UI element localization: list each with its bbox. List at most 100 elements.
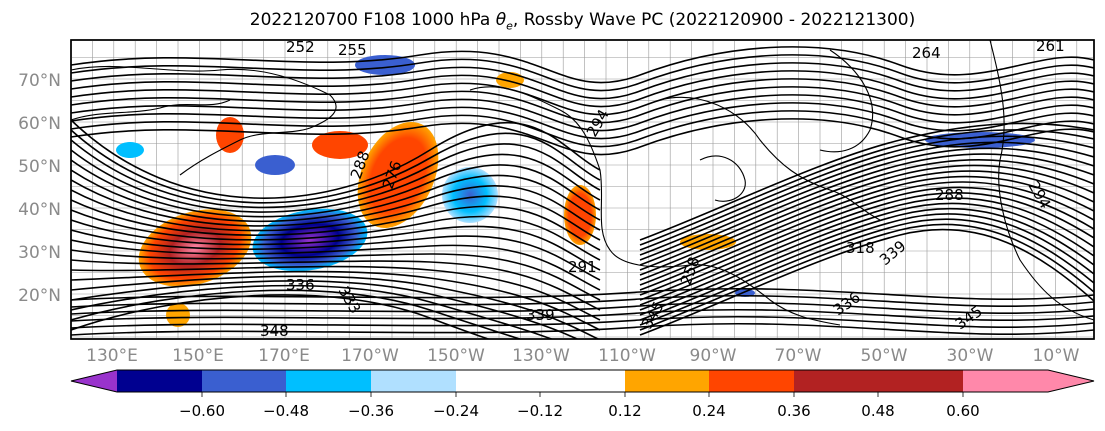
coast-canada: [659, 96, 881, 221]
contour-label: 261: [1036, 37, 1065, 55]
contour-line: [71, 169, 601, 223]
contour-line: [639, 186, 1094, 296]
positive-anomaly-kamchatka: [216, 117, 244, 153]
contour-line: [71, 280, 580, 339]
colorbar-outline: [70, 369, 1095, 393]
negative-anomaly-small: [255, 155, 295, 175]
latitude-labels: 70°N 60°N 50°N 40°N 30°N 20°N: [18, 71, 61, 306]
contour-label: 339: [526, 306, 555, 324]
positive-anomaly-tropics: [166, 303, 190, 327]
contour-line: [71, 54, 1094, 92]
contour-line: [639, 129, 1094, 246]
contour-line: [639, 207, 1094, 316]
lon-label: 150°E: [172, 346, 224, 366]
title-prefix: 2022120700 F108 1000 hPa: [249, 10, 496, 30]
lon-label: 10°W: [1033, 346, 1080, 366]
coast-north-america: [469, 86, 841, 326]
contour-line: [71, 322, 1094, 336]
coast-asia: [71, 65, 337, 176]
colorbar-segment: [456, 370, 540, 392]
lat-label-30n: 30°N: [18, 243, 61, 263]
colorbar-segment: [878, 370, 963, 392]
colorbar-segment: [286, 370, 371, 392]
contour-line: [639, 170, 1094, 281]
colorbar-tick: −0.12: [517, 402, 563, 420]
colorbar-tick: −0.60: [179, 402, 225, 420]
lon-label: 150°W: [427, 346, 485, 366]
contour-line: [71, 70, 1094, 108]
contour-line: [71, 294, 1094, 308]
colorbar-segment: [794, 370, 878, 392]
contour-line: [71, 270, 601, 331]
contour-line: [639, 218, 1094, 326]
map-title: 2022120700 F108 1000 hPa θe, Rossby Wave…: [0, 10, 1105, 32]
lat-label-60n: 60°N: [18, 114, 61, 134]
contour-line: [639, 122, 1094, 241]
contour-label: 252: [286, 38, 315, 56]
contour-line: [639, 141, 1094, 256]
map-frame-border: [70, 39, 1095, 340]
lon-label: 70°W: [775, 346, 822, 366]
contour-label: 255: [338, 41, 367, 59]
contour-line: [71, 315, 1094, 329]
lon-label: 130°W: [512, 346, 570, 366]
coast-europe-africa: [989, 40, 1094, 321]
contour-line: [71, 284, 554, 339]
contour-line: [71, 249, 601, 301]
colorbar-tick: 0.24: [692, 402, 725, 420]
contour-line: [71, 78, 1094, 116]
lon-label: 170°E: [258, 346, 310, 366]
contour-line: [71, 86, 1094, 124]
colorbar-segment: [625, 370, 709, 392]
contour-line: [71, 119, 601, 199]
contour-line: [71, 209, 601, 261]
contour-label: 336: [286, 276, 315, 294]
contour-label: 288: [935, 186, 964, 204]
contour-line: [639, 191, 1094, 301]
theta-e-contours: [71, 46, 1094, 339]
contour-line: [71, 229, 601, 281]
contour-line: [71, 46, 1094, 84]
colorbar-segment: [117, 370, 202, 392]
lat-label-20n: 20°N: [18, 286, 61, 306]
contour-line: [71, 287, 1094, 301]
contour-line: [71, 139, 601, 209]
positive-anomaly-small: [312, 131, 368, 159]
contour-line: [71, 289, 523, 339]
contour-line: [71, 110, 1094, 148]
longitude-labels: 130°E 150°E 170°E 170°W 150°W 130°W 110°…: [86, 346, 1080, 366]
colorbar-tick: 0.48: [861, 402, 894, 420]
colorbar-tick: 0.36: [777, 402, 810, 420]
contour-line: [71, 275, 600, 339]
contour-line: [71, 179, 601, 231]
lon-label: 90°W: [690, 346, 737, 366]
title-subscript: e: [506, 19, 513, 33]
colorbar: −0.60 −0.48 −0.36 −0.24 −0.12 0.12 0.24 …: [70, 369, 1095, 420]
contour-line: [71, 159, 601, 218]
contour-line: [71, 301, 1094, 315]
coast-great-lakes: [699, 155, 746, 202]
lon-label: 130°E: [86, 346, 138, 366]
contour-label: 264: [912, 44, 941, 62]
colorbar-tick: 0.12: [608, 402, 641, 420]
contour-line: [71, 94, 1094, 132]
colorbar-tick: −0.36: [348, 402, 394, 420]
colorbar-extend-max: [963, 370, 1094, 392]
contour-line: [639, 223, 1094, 331]
colorbar-segment: [540, 370, 625, 392]
contour-line: [71, 149, 601, 213]
contour-line: [639, 159, 1094, 271]
coastlines: [71, 40, 1094, 326]
positive-anomaly-us-west-coast: [564, 185, 596, 245]
positive-anomaly-arctic: [496, 72, 524, 88]
contour-line: [71, 265, 601, 321]
coast-siberia: [71, 99, 231, 121]
contour-line: [639, 181, 1094, 291]
contour-label: 318: [846, 239, 875, 257]
negative-anomaly-siberia: [116, 142, 144, 158]
contour-line: [71, 239, 601, 291]
colorbar-tick: −0.24: [433, 402, 479, 420]
contour-line: [639, 135, 1094, 251]
contour-line: [71, 199, 601, 251]
